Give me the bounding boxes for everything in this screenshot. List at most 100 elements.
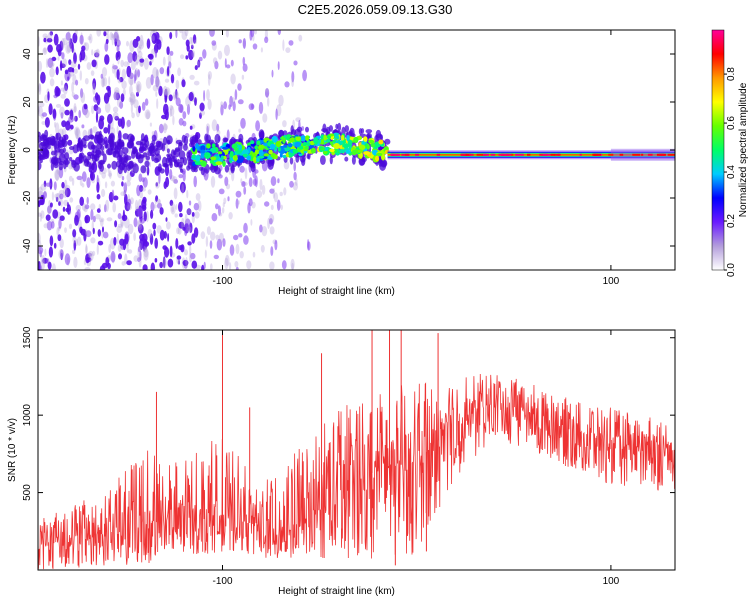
heatmap-cell xyxy=(174,213,178,218)
heatmap-cell xyxy=(58,201,61,206)
heatmap-cell xyxy=(81,183,85,188)
heatmap-cell xyxy=(117,130,122,142)
heatmap-cell xyxy=(186,104,191,115)
heatmap-cell xyxy=(211,40,217,46)
heatmap-cell xyxy=(248,103,255,111)
heatmap-cell xyxy=(210,231,216,241)
x-tick-label-top: -100 xyxy=(212,276,232,287)
heatmap-cell xyxy=(264,36,269,44)
heatmap-cell xyxy=(122,239,127,251)
heatmap-cell xyxy=(147,189,152,195)
heatmap-cell xyxy=(258,129,265,139)
heatmap-cell xyxy=(162,256,166,269)
heatmap-cell xyxy=(291,262,294,270)
heatmap-cell xyxy=(191,44,194,50)
heatmap-cell xyxy=(158,199,161,207)
heatmap-cell xyxy=(75,127,79,139)
heatmap-cell xyxy=(153,229,156,237)
heatmap-cell xyxy=(43,47,47,53)
heatmap-cell xyxy=(142,143,148,151)
heatmap-cell xyxy=(138,173,143,182)
heatmap-cell xyxy=(183,143,188,151)
heatmap-cell xyxy=(228,212,233,220)
heatmap-cell xyxy=(104,54,110,65)
heatmap-cell xyxy=(167,258,174,268)
heatmap-cell xyxy=(188,49,194,61)
heatmap-cell xyxy=(490,153,496,156)
heatmap-cell xyxy=(151,48,156,55)
heatmap-cell xyxy=(252,178,257,186)
heatmap-cell xyxy=(42,33,48,39)
heatmap-cell xyxy=(40,183,47,191)
heatmap-cell xyxy=(116,69,120,80)
heatmap-cell xyxy=(164,93,168,103)
heatmap-cell xyxy=(114,89,120,100)
heatmap-cell xyxy=(182,259,189,267)
heatmap-cell xyxy=(144,98,149,106)
heatmap-cell xyxy=(186,151,191,158)
heatmap-cell xyxy=(170,73,175,84)
heatmap-cell xyxy=(123,61,129,67)
heatmap-cell xyxy=(63,199,69,206)
heatmap-cell xyxy=(71,92,75,98)
heatmap-cell xyxy=(248,198,253,207)
x-axis-label-top: Height of straight line (km) xyxy=(278,286,395,297)
heatmap-cell xyxy=(256,190,263,199)
heatmap-cell xyxy=(177,226,182,235)
heatmap-cell xyxy=(193,202,200,211)
heatmap-cell xyxy=(159,229,165,241)
heatmap-cell xyxy=(184,249,188,256)
heatmap-cell xyxy=(277,147,281,152)
heatmap-cell xyxy=(210,175,216,188)
heatmap-cell xyxy=(89,153,96,160)
heatmap-cell xyxy=(191,233,196,244)
heatmap-cell xyxy=(133,73,136,84)
heatmap-cell xyxy=(91,49,94,56)
heatmap-cell xyxy=(228,104,231,110)
heatmap-cell xyxy=(74,115,78,122)
y-tick-label-top: 0 xyxy=(22,147,33,153)
heatmap-cell xyxy=(191,50,196,58)
heatmap-cell xyxy=(229,138,234,144)
heatmap-cell xyxy=(111,189,115,200)
heatmap-cell xyxy=(159,67,165,75)
heatmap-cell xyxy=(174,147,181,153)
heatmap-cell xyxy=(305,135,310,142)
heatmap-cell xyxy=(233,234,239,241)
heatmap-cell xyxy=(113,91,118,101)
heatmap-cell xyxy=(107,113,113,124)
y-tick-label-top: -20 xyxy=(22,190,33,205)
heatmap-cell xyxy=(39,158,43,164)
heatmap-cell xyxy=(136,91,139,97)
heatmap-cell xyxy=(118,253,122,260)
heatmap-cell xyxy=(198,56,203,62)
heatmap-cell xyxy=(112,112,119,120)
heatmap-cell xyxy=(38,232,41,244)
heatmap-cell xyxy=(212,57,218,65)
heatmap-cell xyxy=(180,54,185,59)
heatmap-cell xyxy=(250,219,253,226)
heatmap-cell xyxy=(65,120,71,131)
heatmap-cell xyxy=(267,97,270,107)
heatmap-cell xyxy=(132,163,139,174)
heatmap-cell xyxy=(349,130,353,135)
heatmap-cell xyxy=(225,30,229,38)
heatmap-cell xyxy=(56,227,60,237)
heatmap-cell xyxy=(81,203,87,211)
heatmap-cell xyxy=(43,150,48,158)
heatmap-cell xyxy=(44,117,50,128)
heatmap-cell xyxy=(259,224,263,233)
heatmap-cell xyxy=(69,197,74,203)
heatmap-cell xyxy=(163,123,168,131)
heatmap-cell xyxy=(72,67,75,73)
heatmap-cell xyxy=(59,193,64,200)
heatmap-cell xyxy=(65,32,71,41)
heatmap-cell xyxy=(159,207,164,215)
heatmap-cell xyxy=(90,203,96,211)
heatmap-cell xyxy=(139,238,144,251)
heatmap-cell xyxy=(182,170,186,182)
heatmap-cell xyxy=(305,146,309,150)
heatmap-cell xyxy=(166,221,171,230)
heatmap-cell xyxy=(116,225,122,234)
heatmap-cell xyxy=(81,124,85,129)
